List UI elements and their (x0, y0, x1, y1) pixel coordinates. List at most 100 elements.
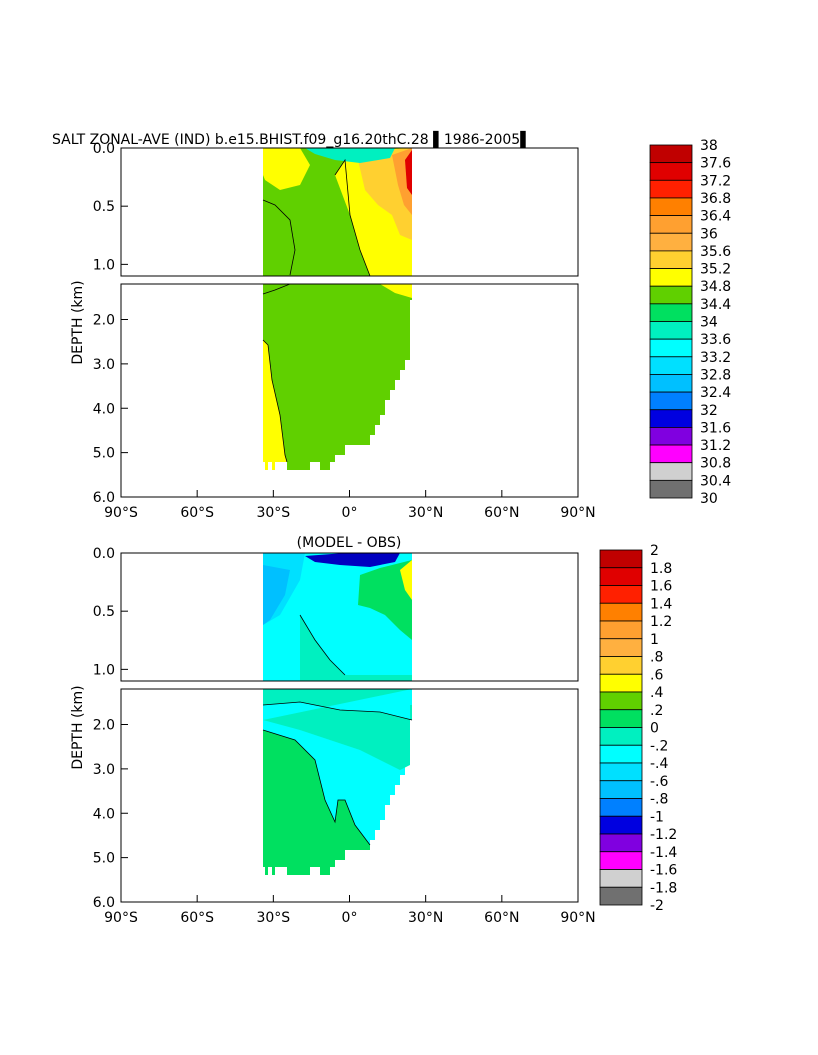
colorbar-label: 32.4 (700, 385, 731, 401)
difference-axes: 90°S 60°S 30°S 0° 30°N 60°N 90°N 0.0 0.5 1.0 2.0 3.… (70, 546, 596, 926)
salinity-colorbar: 3837.637.236.836.43635.635.234.834.43433… (649, 138, 731, 507)
y-tick-label: 0.0 (93, 546, 115, 562)
difference-south-positive (263, 730, 370, 875)
colorbar-label: 1 (650, 632, 659, 648)
y-tick-label: 6.0 (93, 490, 115, 506)
colorbar-swatch (599, 780, 643, 799)
colorbar-label: 36 (700, 226, 718, 242)
colorbar-label: -2 (650, 898, 664, 914)
colorbar-label: 35.6 (700, 244, 731, 260)
x-tick-label: 30°N (408, 505, 443, 521)
y-tick-label: 0.5 (93, 199, 115, 215)
colorbar-swatch (649, 179, 693, 199)
difference-colorbar: 21.81.61.41.21.8.6.4.20-.2-.4-.6-.8-1-1.… (599, 543, 677, 914)
y-tick-label: 4.0 (93, 806, 115, 822)
x-tick-label: 0° (342, 910, 358, 926)
colorbar-label: .4 (650, 685, 663, 701)
x-tick-label: 30°S (256, 910, 290, 926)
y-tick-label: 4.0 (93, 401, 115, 417)
salinity-upper-frame (120, 147, 579, 277)
y-tick-label: 1.0 (93, 257, 115, 273)
y-tick-label: 3.0 (93, 357, 115, 373)
y-tick-label: 5.0 (93, 851, 115, 867)
colorbar-label: 30.4 (700, 473, 731, 489)
colorbar-label: -.6 (650, 774, 669, 790)
salinity-axes: 90°S 60°S 30°S 0° 30°N 60°N 90°N 0.0 0.5 1.0 2.0 3.… (70, 141, 596, 521)
colorbar-label: 1.8 (650, 561, 672, 577)
difference-contour (299, 614, 346, 676)
difference-lower-teal (263, 689, 412, 770)
difference-surface-negative (305, 553, 400, 567)
x-tick-label: 90°N (560, 910, 595, 926)
salinity-north-lower-high (380, 284, 412, 298)
salinity-contour (334, 158, 371, 277)
difference-upper-blue (263, 565, 290, 625)
y-axis-label: DEPTH (km) (70, 280, 86, 364)
colorbar-label: 35.2 (700, 262, 731, 278)
colorbar-swatch (649, 409, 693, 428)
colorbar-swatch (649, 479, 693, 499)
difference-upper-teal (300, 615, 412, 681)
colorbar-label: 31.2 (700, 438, 731, 454)
colorbar-swatch (649, 215, 693, 234)
y-tick-label: 0.0 (93, 141, 115, 157)
colorbar-label: 38 (700, 138, 718, 154)
colorbar-label: 37.6 (700, 156, 731, 172)
salinity-south-deep-high (263, 340, 287, 470)
colorbar-swatch (599, 798, 643, 817)
y-tick-label: 1.0 (93, 662, 115, 678)
salinity-lower-field (263, 284, 412, 470)
colorbar-swatch (649, 144, 693, 164)
colorbar-swatch (649, 162, 693, 181)
colorbar-swatch (599, 815, 643, 835)
colorbar-label: 0 (650, 721, 659, 737)
colorbar-label: 31.6 (700, 420, 731, 436)
colorbar-label: .8 (650, 650, 663, 666)
colorbar-swatch (599, 656, 643, 675)
colorbar-swatch (599, 567, 643, 586)
y-tick-label: 2.0 (93, 313, 115, 329)
colorbar-label: -1 (650, 809, 664, 825)
salinity-panel (262, 148, 412, 470)
y-tick-label: 2.0 (93, 718, 115, 734)
colorbar-label: -.8 (650, 792, 668, 808)
colorbar-label: 30 (700, 491, 718, 507)
colorbar-label: -.4 (650, 756, 669, 772)
x-tick-label: 60°N (484, 910, 519, 926)
colorbar-label: 32 (700, 403, 718, 419)
colorbar-swatch (599, 638, 643, 657)
colorbar-swatch (649, 338, 693, 358)
chart-title: SALT ZONAL-AVE (IND) b.e15.BHIST.f09_g16… (52, 130, 531, 148)
colorbar-swatch (599, 744, 643, 764)
difference-upper-frame (120, 552, 579, 682)
difference-contour (262, 701, 413, 721)
colorbar-swatch (599, 673, 643, 693)
colorbar-label: 34.4 (700, 297, 731, 313)
colorbar-swatch (649, 303, 693, 322)
colorbar-label: 2 (650, 543, 659, 559)
x-tick-label: 30°N (408, 910, 443, 926)
colorbar-label: 34.8 (700, 279, 731, 295)
colorbar-swatch (599, 727, 643, 746)
colorbar-swatch (649, 232, 693, 252)
colorbar-label: -1.6 (650, 863, 677, 879)
x-tick-label: 90°S (104, 910, 138, 926)
colorbar-swatch (649, 197, 693, 216)
colorbar-swatch (599, 833, 643, 853)
colorbar-label: .2 (650, 703, 663, 719)
x-tick-label: 60°S (180, 505, 214, 521)
colorbar-swatch (599, 691, 643, 711)
y-tick-label: 6.0 (93, 895, 115, 911)
colorbar-swatch (599, 549, 643, 569)
colorbar-swatch (649, 444, 693, 464)
difference-panel-title: (MODEL - OBS) (297, 535, 402, 551)
colorbar-swatch (599, 620, 643, 640)
x-tick-label: 0° (342, 505, 358, 521)
colorbar-label: 1.6 (650, 579, 672, 595)
y-tick-label: 3.0 (93, 762, 115, 778)
salinity-contour (262, 339, 288, 463)
salinity-contour (262, 199, 296, 276)
colorbar-label: 36.8 (700, 191, 731, 207)
x-tick-label: 30°S (256, 505, 290, 521)
